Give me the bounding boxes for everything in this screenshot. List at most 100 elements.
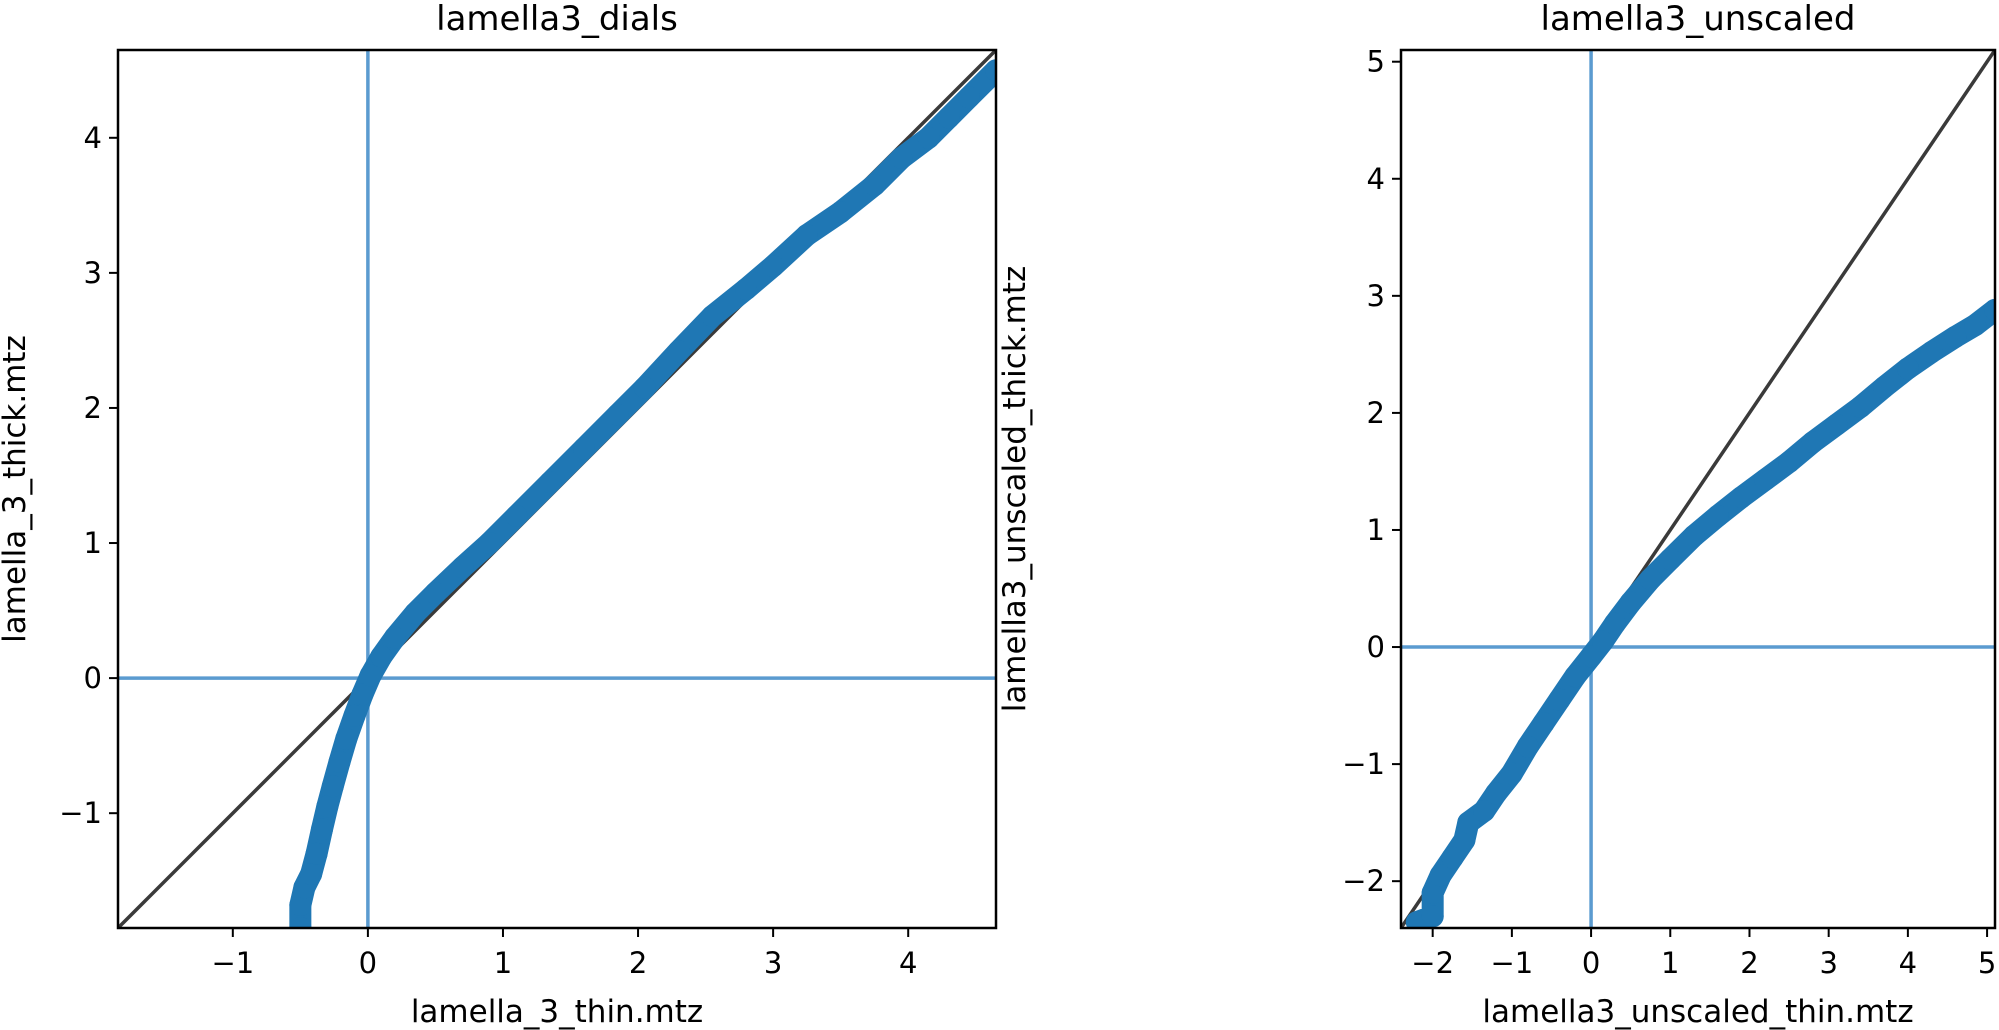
data-point [1429, 864, 1452, 887]
data-point [370, 645, 393, 668]
data-point [1778, 451, 1801, 474]
x-tick-label: 1 [494, 946, 512, 980]
data-point [795, 224, 818, 247]
series-ribbon [289, 59, 996, 928]
data-point [667, 340, 690, 363]
data-point [505, 505, 528, 528]
data-point [1944, 325, 1967, 348]
data-point [1485, 782, 1508, 805]
data-point [451, 556, 474, 579]
x-tick-label: 0 [1582, 946, 1600, 980]
data-point [937, 106, 960, 129]
data-point [1603, 612, 1626, 635]
x-axis-label: lamella3_unscaled_thin.mtz [1482, 994, 1913, 1030]
data-point [351, 683, 374, 706]
chart-panel-lamella3-dials: −1 0 1 2 3 4 −1 0 1 2 3 4 lamella3_dials lamella_3_th… [0, 0, 998, 1030]
y-tick-label: 4 [84, 121, 102, 155]
data-point [829, 201, 852, 224]
data-point [1730, 486, 1753, 509]
data-point [1473, 799, 1496, 822]
x-tick-label: −2 [1411, 946, 1454, 980]
y-tick-label: 4 [1367, 162, 1385, 196]
data-point [1532, 712, 1555, 735]
data-point [478, 532, 501, 555]
data-point [1639, 568, 1662, 591]
y-tick-label: 0 [1367, 630, 1385, 664]
data-point [305, 842, 328, 865]
y-axis-label: lamella3_unscaled_thick.mtz [997, 266, 1033, 713]
axes-frame [116, 48, 998, 930]
data-point [735, 278, 758, 301]
data-point [633, 376, 656, 399]
data-point [539, 471, 562, 494]
chart-title: lamella3_unscaled [1541, 0, 1856, 39]
x-tick-label: 1 [1661, 946, 1679, 980]
x-tick-label: 5 [1978, 946, 1996, 980]
y-tick-label: −1 [59, 796, 102, 830]
y-tick-label: 2 [1367, 396, 1385, 430]
data-point [1754, 468, 1777, 491]
chart-panel-lamella3-unscaled: −2 −1 0 1 2 3 4 5 −2 −1 0 1 2 3 4 5 lamella3_unscaledlam… [997, 0, 1997, 1030]
data-point [1441, 846, 1464, 869]
data-point [1659, 548, 1682, 571]
data-point [424, 582, 447, 605]
data-point [1706, 504, 1729, 527]
data-point [1849, 396, 1872, 419]
x-tick-label: 3 [1819, 946, 1837, 980]
data-point [957, 86, 980, 109]
plot-area [118, 50, 996, 928]
data-point [890, 147, 913, 170]
data-point [573, 437, 596, 460]
data-point [310, 818, 333, 841]
x-tick-label: −1 [211, 946, 254, 980]
data-point [701, 305, 724, 328]
y-tick-label: −1 [1342, 747, 1385, 781]
y-axis-label: lamella_3_thick.mtz [0, 335, 33, 643]
x-tick-label: 0 [359, 946, 377, 980]
data-point [1825, 413, 1848, 436]
data-point [359, 664, 382, 687]
data-point [985, 59, 996, 82]
plot-area [1401, 50, 1995, 928]
data-point [1964, 314, 1987, 337]
data-point [1453, 829, 1476, 852]
y-tick-label: 2 [84, 391, 102, 425]
data-point [606, 403, 629, 426]
data-point [917, 126, 940, 149]
axes-frame [1399, 48, 1997, 930]
data-point [1548, 688, 1571, 711]
x-axis-label: lamella_3_thin.mtz [411, 994, 703, 1030]
data-point [335, 727, 358, 750]
data-point [328, 750, 351, 773]
data-point [1591, 630, 1614, 653]
data-point [1984, 298, 1995, 321]
x-tick-label: 3 [764, 946, 782, 980]
x-tick-label: 2 [1740, 946, 1758, 980]
chart-title: lamella3_dials [436, 0, 678, 39]
y-tick-label: 0 [84, 661, 102, 695]
data-point [1801, 431, 1824, 454]
data-point [1564, 665, 1587, 688]
y-tick-label: 3 [84, 256, 102, 290]
y-tick-label: 3 [1367, 279, 1385, 313]
data-point [1500, 762, 1523, 785]
series-ribbon [1405, 298, 1995, 928]
data-point [1683, 524, 1706, 547]
data-point [316, 795, 339, 818]
y-tick-label: −2 [1342, 864, 1385, 898]
data-point [1457, 811, 1480, 834]
data-point [1516, 735, 1539, 758]
y-tick-label: 5 [1367, 45, 1385, 79]
data-point [1619, 591, 1642, 614]
data-point [1580, 645, 1603, 668]
data-point [762, 255, 785, 278]
x-tick-label: 4 [1899, 946, 1917, 980]
data-point [1873, 376, 1896, 399]
data-point [289, 894, 312, 917]
data-point [289, 917, 312, 928]
data-point [383, 626, 406, 649]
x-tick-label: 4 [899, 946, 917, 980]
y-tick-label: 1 [1367, 513, 1385, 547]
data-point [343, 704, 366, 727]
